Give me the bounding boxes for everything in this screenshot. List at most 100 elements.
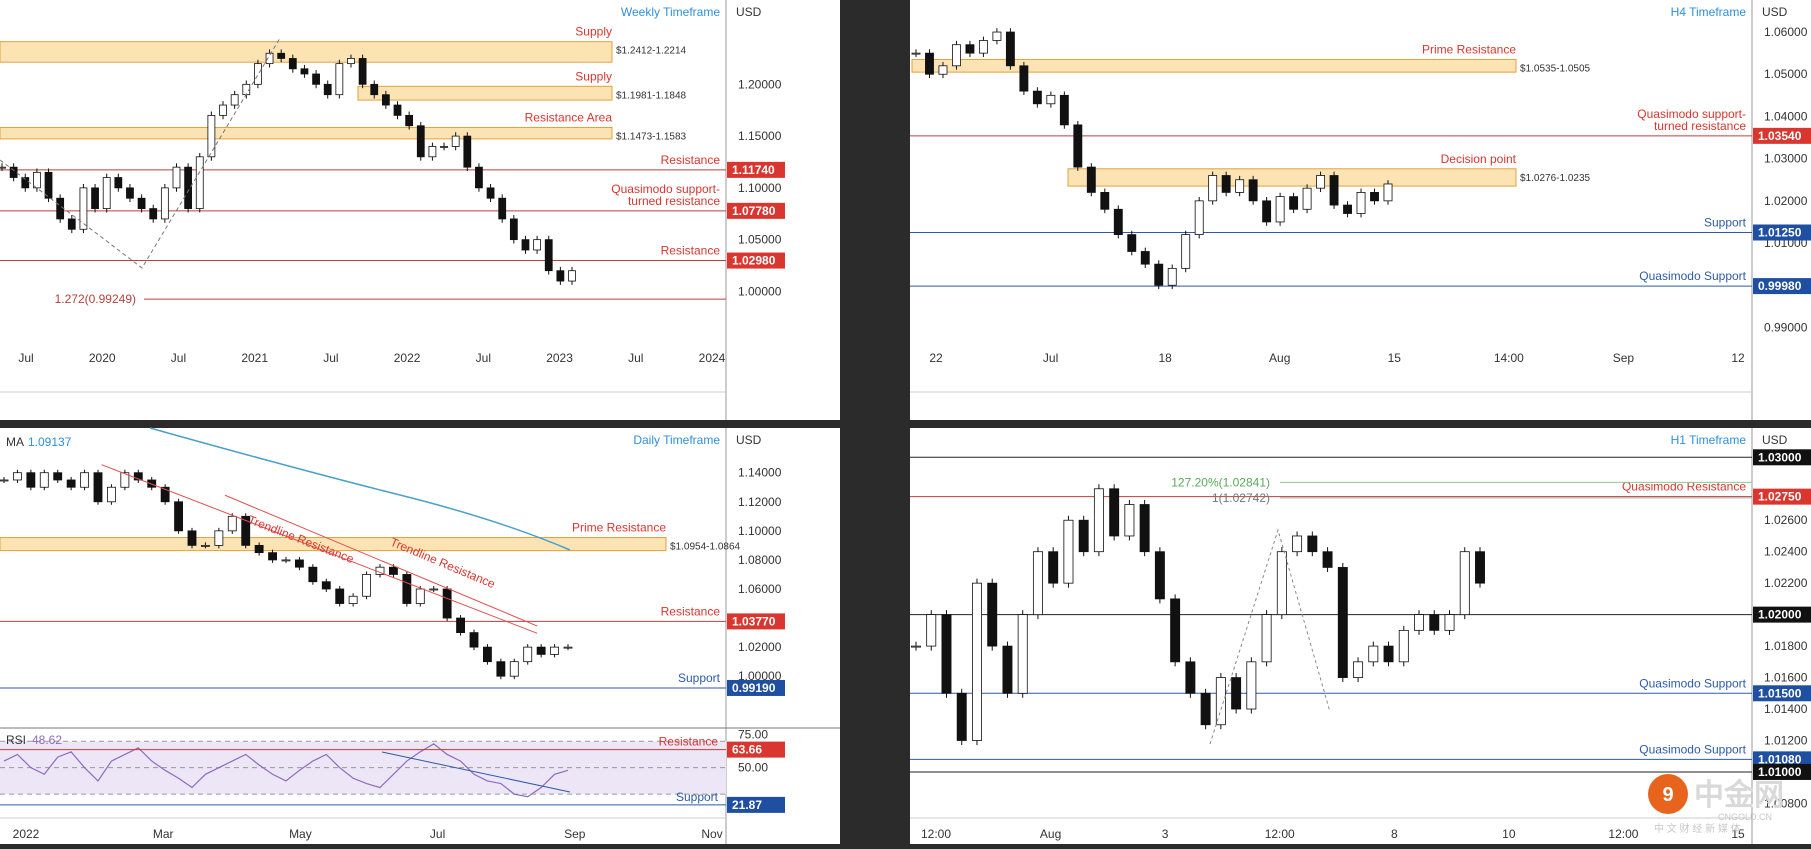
h1-price-badge	[1753, 751, 1811, 768]
h4-candle-body	[1005, 31, 1015, 67]
h1-level-label: Quasimodo Resistance	[1622, 480, 1746, 494]
weekly-pattern-dashed-line	[0, 37, 281, 269]
daily-candle-body	[308, 566, 318, 583]
h4-candle-body	[978, 40, 988, 54]
daily-candle-body	[241, 515, 251, 546]
daily-timeframe-label: Daily Timeframe	[633, 433, 720, 447]
daily-candle-body	[469, 632, 479, 648]
weekly-zone-range: $1.1981-1.1848	[616, 90, 687, 101]
weekly-candle-body	[160, 187, 169, 220]
weekly-candle-body	[521, 239, 530, 251]
weekly-zone-range: $1.2412-1.2214	[616, 46, 687, 57]
daily-candle-body	[509, 661, 519, 677]
weekly-xtick-label: Jul	[18, 351, 33, 365]
h4-candle-body	[925, 52, 934, 75]
daily-candle-body	[563, 646, 573, 649]
weekly-ytick-label: 1.15000	[738, 129, 782, 143]
h4-candle-body	[1221, 175, 1231, 193]
h4-candle-body	[1127, 234, 1137, 252]
daily-candle-body	[12, 472, 22, 481]
weekly-xtick-label: 2023	[546, 351, 573, 365]
weekly-candle-body	[207, 114, 216, 158]
h1-candle-body	[1170, 598, 1181, 663]
h4-price-badge	[1753, 278, 1811, 295]
daily-candle-body	[254, 544, 264, 554]
h1-ytick-label: 1.01600	[1764, 671, 1808, 685]
daily-candle-body	[523, 646, 533, 663]
h4-ytick-label: 0.99000	[1764, 320, 1808, 334]
daily-candle-body	[268, 552, 277, 561]
daily-candle-body	[335, 588, 345, 604]
h1-candle-body	[1383, 645, 1394, 663]
h4-candle-body	[1086, 166, 1096, 193]
h1-candle-body	[1124, 504, 1135, 537]
h1-price-badge	[1753, 606, 1811, 623]
h1-ytick-label: 1.02400	[1764, 545, 1808, 559]
h4-zone-range: $1.0535-1.0505	[1520, 63, 1591, 74]
h1-ytick-label: 1.02600	[1764, 513, 1808, 527]
weekly-xtick-label: Jul	[628, 351, 643, 365]
h1-xtick-label: Aug	[1040, 827, 1061, 841]
weekly-candle-body	[312, 73, 320, 85]
weekly-candle-body	[254, 63, 262, 85]
horizontal-divider	[0, 420, 1811, 428]
daily-candle-body	[536, 646, 546, 655]
weekly-candle-body	[184, 166, 193, 209]
h1-candle-body	[1398, 629, 1409, 663]
h1-candle-body	[1063, 519, 1074, 584]
daily-candle-body	[66, 479, 76, 488]
weekly-candle-body	[405, 114, 414, 127]
h4-price-badge-text: 1.01250	[1758, 225, 1802, 239]
weekly-candle-body	[230, 94, 239, 106]
weekly-candle-body	[102, 177, 111, 209]
h1-candle-body	[1276, 551, 1287, 616]
h4-candle-body	[1181, 234, 1191, 269]
h1-candle-body	[1093, 488, 1104, 553]
h4-candle-body	[1370, 192, 1379, 202]
daily-ytick-label: 1.14000	[738, 466, 782, 480]
weekly-fib-label: 1.272(0.99249)	[55, 292, 136, 306]
daily-trendline	[224, 494, 538, 627]
h4-zone-rect	[911, 58, 1517, 73]
h1-candle-body	[1444, 614, 1455, 631]
rsi-value: 48.62	[32, 733, 62, 747]
daily-candle-body	[80, 472, 89, 488]
rsi-badge-text: 21.87	[732, 798, 762, 812]
h4-candle-body	[952, 44, 961, 67]
weekly-candle-body	[9, 166, 18, 178]
weekly-price-badge-text: 1.11740	[732, 163, 775, 177]
h1-price-badge	[1753, 763, 1811, 780]
h1-price-badge-text: 1.01000	[1758, 765, 1802, 779]
h1-xtick-label: 15	[1731, 827, 1745, 841]
h4-xtick-label: 14:00	[1494, 351, 1524, 365]
daily-candle-body	[388, 566, 398, 575]
weekly-candle-body	[126, 187, 134, 199]
weekly-candle-body	[556, 270, 565, 282]
daily-candle-body	[442, 588, 452, 619]
rsi-ytick-label: 75.00	[738, 728, 768, 742]
daily-candle-body	[107, 486, 116, 503]
daily-candle-body	[174, 501, 184, 532]
h4-candle-body	[1383, 183, 1393, 202]
h4-ytick-label: 1.03000	[1764, 152, 1808, 166]
weekly-zone-rect	[0, 127, 613, 140]
daily-candle-body	[415, 588, 425, 604]
weekly-candle-body	[347, 58, 355, 65]
rsi-badge	[727, 796, 785, 813]
h4-zone-label: Decision point	[1441, 152, 1517, 166]
h1-abcd-pattern	[1209, 528, 1331, 745]
h4-candle-body	[911, 52, 921, 55]
h1-candle-body	[1200, 692, 1211, 726]
weekly-candle-body	[56, 197, 65, 220]
h4-zone-label: Prime Resistance	[1422, 42, 1516, 56]
weekly-price-badge-text: 1.07780	[732, 204, 776, 218]
h4-currency-label: USD	[1762, 5, 1788, 19]
daily-candle-body	[133, 472, 143, 481]
h4-ytick-label: 1.05000	[1764, 67, 1808, 81]
weekly-candle-body	[323, 83, 332, 96]
weekly-zone-label: Supply	[575, 69, 612, 83]
weekly-xtick-label: Jul	[476, 351, 491, 365]
h1-xtick-label: 8	[1391, 827, 1398, 841]
h1-xtick-label: 12:00	[1608, 827, 1638, 841]
